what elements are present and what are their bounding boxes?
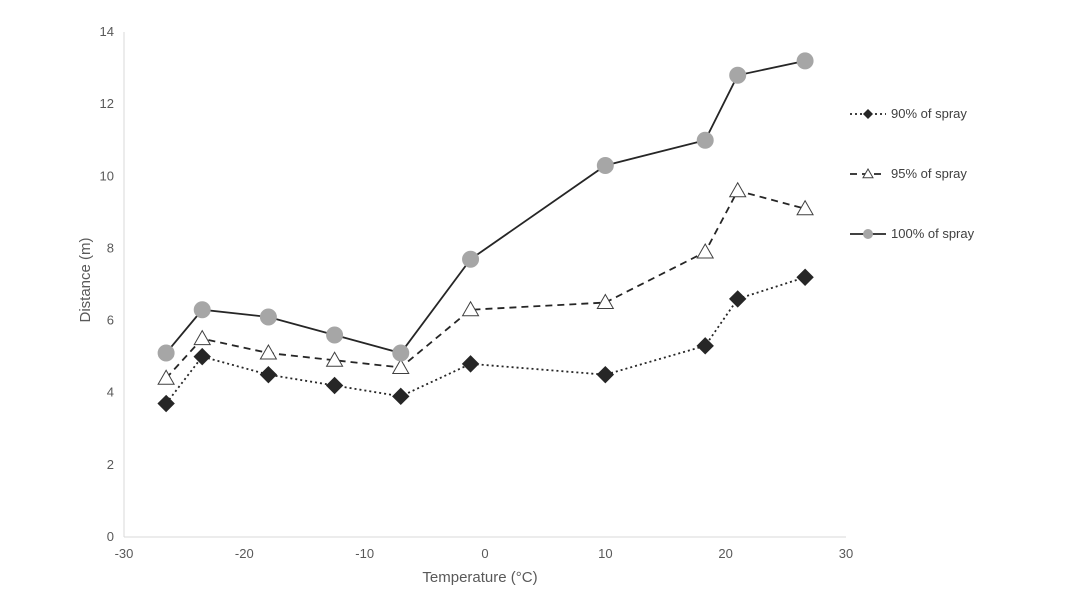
data-point xyxy=(596,293,615,310)
y-tick-label: 6 xyxy=(107,313,114,328)
data-point xyxy=(596,365,615,384)
legend-item: 95% of spray xyxy=(850,166,967,181)
data-point xyxy=(259,365,278,384)
x-tick-label: 10 xyxy=(598,546,612,561)
legend-marker xyxy=(863,229,873,239)
series-3 xyxy=(157,52,814,362)
x-axis-title: Temperature (°C) xyxy=(422,569,537,586)
x-tick-label: 0 xyxy=(481,546,488,561)
series-line xyxy=(165,189,806,379)
data-point xyxy=(193,301,211,319)
data-point xyxy=(325,351,344,367)
y-axis-title: Distance (m) xyxy=(77,237,94,322)
series-layer xyxy=(157,52,814,413)
data-point xyxy=(193,347,211,366)
data-point xyxy=(461,300,480,317)
data-point xyxy=(391,358,410,374)
data-point xyxy=(796,199,814,216)
y-tick-label: 0 xyxy=(107,529,114,544)
legend-label: 95% of spray xyxy=(891,166,967,181)
data-point xyxy=(696,337,714,355)
y-tick-labels: 0 2 4 6 8 10 12 14 xyxy=(100,24,114,544)
data-point xyxy=(596,156,614,174)
y-tick-label: 12 xyxy=(100,96,114,111)
series-1 xyxy=(157,268,814,413)
x-tick-label: -30 xyxy=(115,546,134,561)
axes xyxy=(123,32,846,538)
legend-marker xyxy=(862,167,874,179)
x-tick-labels: -30 -20 -10 0 10 20 30 xyxy=(115,546,854,561)
data-point xyxy=(728,181,747,198)
data-point xyxy=(193,329,212,346)
data-point xyxy=(728,290,747,308)
x-tick-label: -20 xyxy=(235,546,254,561)
series-line xyxy=(165,276,806,405)
legend: 90% of spray 95% of spray 100% of spray xyxy=(850,106,975,241)
x-tick-label: 30 xyxy=(839,546,853,561)
data-point xyxy=(461,355,480,373)
legend-marker xyxy=(863,109,873,119)
series-2 xyxy=(157,181,814,385)
data-point xyxy=(259,308,277,326)
legend-item: 90% of spray xyxy=(850,106,967,121)
data-point xyxy=(259,344,278,360)
y-tick-label: 2 xyxy=(107,457,114,472)
y-tick-label: 4 xyxy=(107,385,114,400)
series-line xyxy=(165,59,806,355)
data-point xyxy=(796,268,814,286)
y-tick-label: 8 xyxy=(107,240,114,255)
y-tick-label: 14 xyxy=(100,24,114,39)
data-point xyxy=(696,243,715,259)
data-point xyxy=(462,250,480,268)
data-point xyxy=(392,344,410,362)
x-tick-label: 20 xyxy=(718,546,732,561)
data-point xyxy=(392,387,410,406)
data-point xyxy=(325,376,344,395)
legend-item: 100% of spray xyxy=(850,226,975,241)
data-point xyxy=(796,52,814,70)
data-point xyxy=(326,326,344,344)
legend-label: 90% of spray xyxy=(891,106,967,121)
data-point xyxy=(729,66,747,84)
x-tick-label: -10 xyxy=(355,546,374,561)
y-tick-label: 10 xyxy=(100,168,114,183)
data-point xyxy=(157,394,175,413)
data-point xyxy=(157,344,175,362)
data-point xyxy=(696,131,714,149)
data-point xyxy=(157,369,175,385)
legend-label: 100% of spray xyxy=(891,226,975,241)
